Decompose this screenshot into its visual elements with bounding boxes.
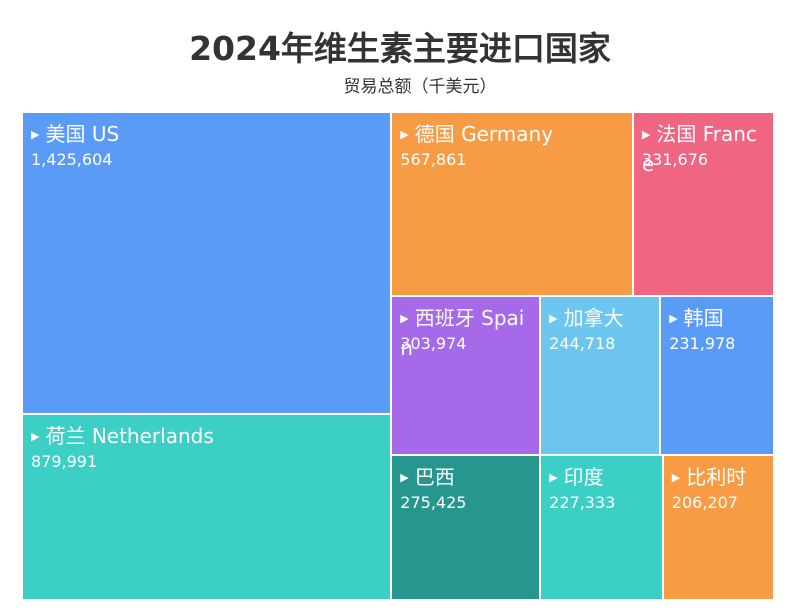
treemap-tile[interactable]: ▶ 法国 France 331,676 <box>632 112 774 296</box>
tile-name: 西班牙 Spain <box>400 305 525 360</box>
tile-label: ▶ 比利时 <box>672 464 769 494</box>
triangle-right-icon: ▶ <box>669 311 678 325</box>
chart-title: 2024年维生素主要进口国家 <box>189 29 611 68</box>
tile-label: ▶ 法国 France <box>642 121 769 177</box>
tile-label: ▶ 德国 Germany <box>400 121 628 151</box>
tile-value: 1,425,604 <box>31 150 113 169</box>
treemap-tile[interactable]: ▶ 加拿大 244,718 <box>540 295 661 456</box>
tile-name: 美国 US <box>45 122 120 146</box>
triangle-right-icon: ▶ <box>549 471 558 485</box>
tile-label: ▶ 荷兰 Netherlands <box>31 423 386 453</box>
tile-value: 227,333 <box>549 493 616 513</box>
triangle-right-icon: ▶ <box>671 471 681 485</box>
triangle-right-icon: ▶ <box>400 311 409 325</box>
treemap-tile[interactable]: ▶ 印度 227,333 <box>540 455 663 600</box>
tile-label: ▶ 韩国 <box>669 305 769 335</box>
chart-subtitle: 贸易总额（千美元） <box>343 77 497 97</box>
treemap-tile[interactable]: ▶ 美国 US 1,425,604 <box>22 112 392 414</box>
treemap-tile[interactable]: ▶ 巴西 275,425 <box>391 455 541 600</box>
treemap-tile[interactable]: ▶ 西班牙 Spain 303,974 <box>391 295 541 456</box>
tile-name: 比利时 <box>686 465 747 490</box>
tile-name: 加拿大 <box>563 305 624 330</box>
tile-name: 韩国 <box>683 305 724 330</box>
tile-name: 荷兰 Netherlands <box>45 423 214 448</box>
tile-name: 德国 Germany <box>414 122 554 146</box>
tile-name: 印度 <box>563 465 604 490</box>
tile-label: ▶ 美国 US <box>31 121 386 151</box>
tile-label: ▶ 西班牙 Spain <box>400 305 535 361</box>
tile-label: ▶ 加拿大 <box>549 305 655 335</box>
treemap-tile[interactable]: ▶ 德国 Germany 567,861 <box>391 112 633 296</box>
triangle-right-icon: ▶ <box>400 128 409 141</box>
tile-name: 巴西 <box>414 465 455 490</box>
tile-value: 879,991 <box>31 451 98 471</box>
tile-value: 567,861 <box>400 150 467 169</box>
triangle-right-icon: ▶ <box>641 128 651 141</box>
triangle-right-icon: ▶ <box>400 471 409 485</box>
treemap-tile[interactable]: ▶ 荷兰 Netherlands 879,991 <box>22 413 392 600</box>
tile-value: 303,974 <box>400 333 467 353</box>
tile-value: 244,718 <box>549 333 616 353</box>
treemap-tile[interactable]: ▶ 比利时 206,207 <box>662 455 774 600</box>
triangle-right-icon: ▶ <box>549 311 558 325</box>
triangle-right-icon: ▶ <box>31 429 40 443</box>
tile-value: 331,676 <box>641 150 709 169</box>
tile-name: 法国 France <box>641 122 757 176</box>
tile-label: ▶ 巴西 <box>400 464 535 494</box>
tile-value: 206,207 <box>671 493 738 513</box>
treemap-tile[interactable]: ▶ 韩国 231,978 <box>660 295 774 456</box>
tile-label: ▶ 印度 <box>549 464 658 494</box>
treemap-area: ▶ 美国 US 1,425,604 ▶ 荷兰 Netherlands 879,991 ▶ 德国… <box>22 112 774 600</box>
tile-value: 231,978 <box>669 333 736 353</box>
tile-value: 275,425 <box>400 493 467 513</box>
triangle-right-icon: ▶ <box>31 128 40 141</box>
